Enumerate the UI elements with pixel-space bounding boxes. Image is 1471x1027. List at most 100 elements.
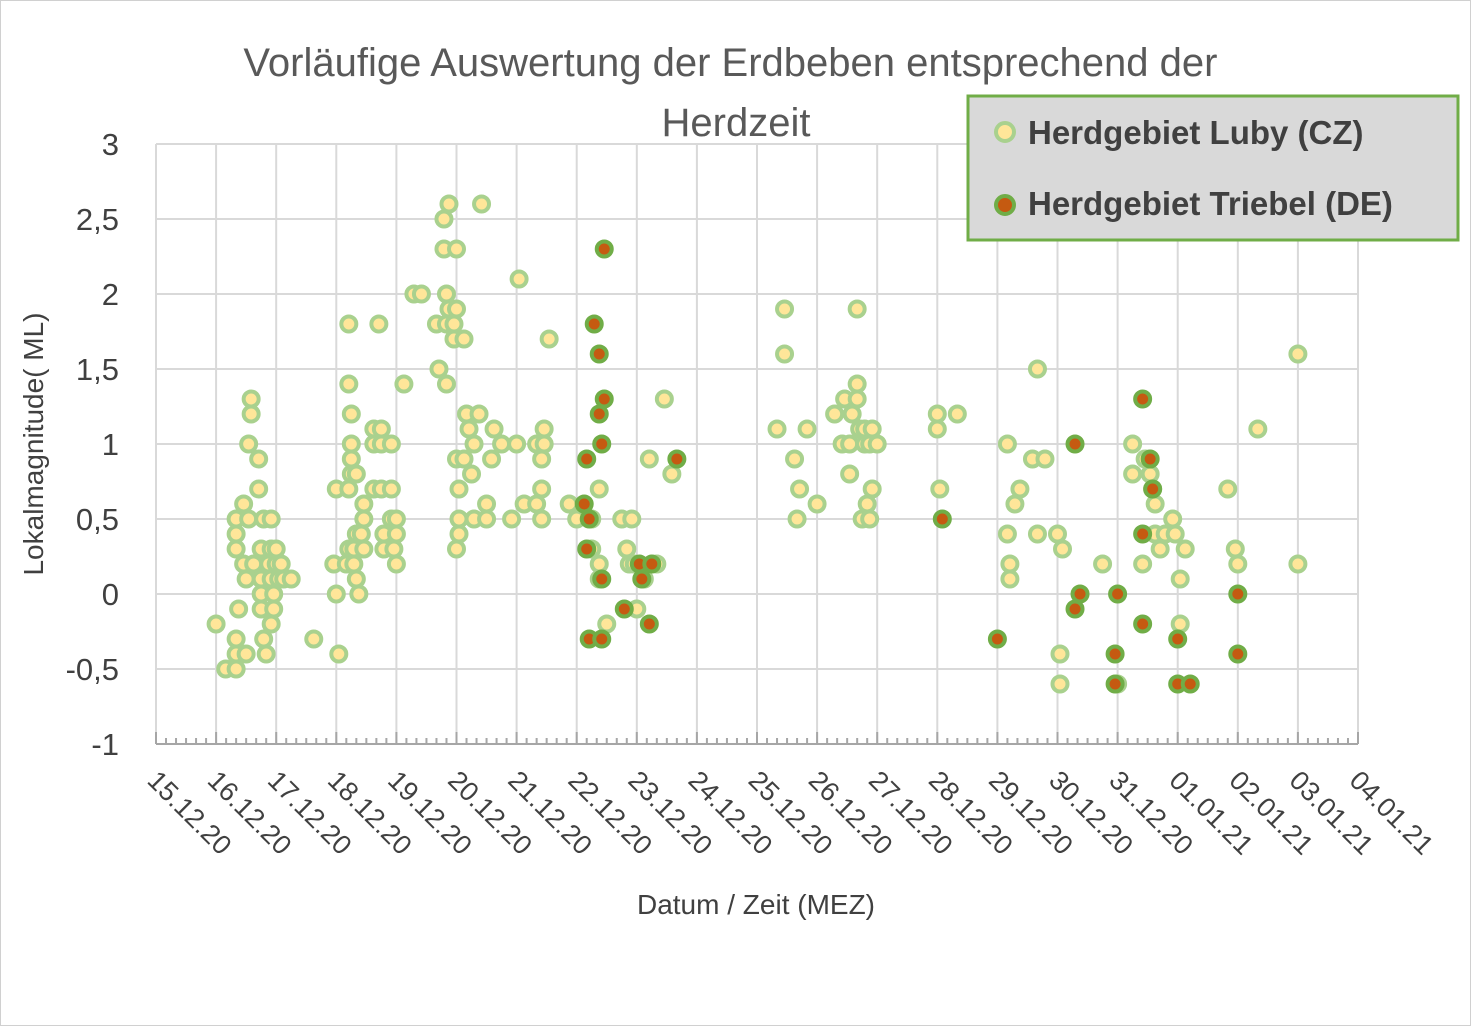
luby-point xyxy=(477,494,497,514)
luby-point xyxy=(344,554,364,574)
luby-point xyxy=(825,404,845,424)
luby-point xyxy=(449,509,469,529)
luby-point xyxy=(341,449,361,469)
luby-point xyxy=(206,614,226,634)
triebel-point xyxy=(1168,629,1188,649)
y-tick-label: 1,5 xyxy=(76,352,119,387)
y-tick-label: 2,5 xyxy=(76,202,119,237)
triebel-point xyxy=(574,494,594,514)
chart-title-line-1: Vorläufige Auswertung der Erdbeben entsp… xyxy=(243,41,1217,85)
triebel-point xyxy=(642,554,662,574)
luby-point xyxy=(997,524,1017,544)
y-tick-label: 1 xyxy=(102,427,119,462)
luby-point xyxy=(226,659,246,679)
luby-point xyxy=(840,464,860,484)
legend-label-triebel: Herdgebiet Triebel (DE) xyxy=(1028,185,1393,222)
luby-point xyxy=(236,644,256,664)
triebel-point xyxy=(1180,674,1200,694)
triebel-point xyxy=(614,599,634,619)
legend-box xyxy=(966,94,1460,242)
luby-point xyxy=(1027,524,1047,544)
luby-point xyxy=(346,569,366,589)
luby-point xyxy=(354,509,374,529)
triebel-point xyxy=(577,449,597,469)
chart-title-line-2: Herdzeit xyxy=(662,101,811,145)
luby-point xyxy=(785,449,805,469)
series-luby xyxy=(206,194,1308,694)
luby-point xyxy=(1175,539,1195,559)
triebel-point xyxy=(1105,644,1125,664)
luby-point xyxy=(477,509,497,529)
luby-point xyxy=(464,434,484,454)
triebel-point xyxy=(592,629,612,649)
luby-point xyxy=(236,569,256,589)
luby-point xyxy=(930,479,950,499)
luby-point xyxy=(371,419,391,439)
luby-point xyxy=(1248,419,1268,439)
luby-point xyxy=(1288,344,1308,364)
luby-point xyxy=(1218,479,1238,499)
luby-point xyxy=(1140,464,1160,484)
triebel-point xyxy=(1065,599,1085,619)
triebel-point xyxy=(1133,524,1153,544)
luby-point xyxy=(509,269,529,289)
luby-point xyxy=(1000,554,1020,574)
triebel-point xyxy=(1228,644,1248,664)
luby-point xyxy=(449,524,469,544)
luby-point xyxy=(369,314,389,334)
luby-point xyxy=(502,509,522,529)
luby-point xyxy=(447,239,466,259)
luby-point xyxy=(857,494,877,514)
y-axis-label: Lokalmagnitude( ML) xyxy=(18,312,49,575)
triebel-point xyxy=(1105,674,1125,694)
luby-point xyxy=(1050,644,1070,664)
luby-point xyxy=(381,479,401,499)
luby-point xyxy=(847,299,867,319)
triebel-point xyxy=(579,509,599,529)
luby-point xyxy=(927,419,947,439)
luby-point xyxy=(447,299,466,319)
luby-point xyxy=(662,464,682,484)
luby-point xyxy=(241,389,261,409)
triebel-point xyxy=(987,629,1007,649)
luby-point xyxy=(261,614,281,634)
luby-point xyxy=(249,449,269,469)
luby-point xyxy=(807,494,827,514)
luby-point xyxy=(239,434,259,454)
luby-point xyxy=(436,284,456,304)
luby-point xyxy=(434,209,454,229)
luby-point xyxy=(454,449,474,469)
luby-point xyxy=(787,509,807,529)
luby-point xyxy=(229,599,249,619)
triebel-point xyxy=(589,344,609,364)
triebel-point xyxy=(1133,389,1153,409)
luby-point xyxy=(394,374,414,394)
luby-point xyxy=(329,644,349,664)
series-triebel xyxy=(574,239,1248,694)
triebel-point xyxy=(592,434,612,454)
triebel-point xyxy=(632,569,652,589)
luby-point xyxy=(339,374,359,394)
luby-point xyxy=(439,194,459,214)
luby-point xyxy=(840,434,860,454)
luby-point xyxy=(654,389,674,409)
triebel-point xyxy=(1228,584,1248,604)
luby-point xyxy=(449,479,469,499)
x-axis-label: Datum / Zeit (MEZ) xyxy=(637,889,875,920)
triebel-point xyxy=(639,614,659,634)
luby-point xyxy=(349,584,369,604)
y-tick-label: 2 xyxy=(102,277,119,312)
triebel-point xyxy=(1140,449,1160,469)
luby-point xyxy=(1163,509,1183,529)
luby-point xyxy=(589,479,609,499)
luby-point xyxy=(997,434,1017,454)
luby-point xyxy=(534,419,554,439)
triebel-point xyxy=(594,389,614,409)
luby-point xyxy=(1228,554,1248,574)
luby-point xyxy=(1035,449,1055,469)
luby-point xyxy=(341,434,361,454)
y-tick-label: 3 xyxy=(102,127,119,162)
y-tick-label: -0,5 xyxy=(66,652,119,687)
